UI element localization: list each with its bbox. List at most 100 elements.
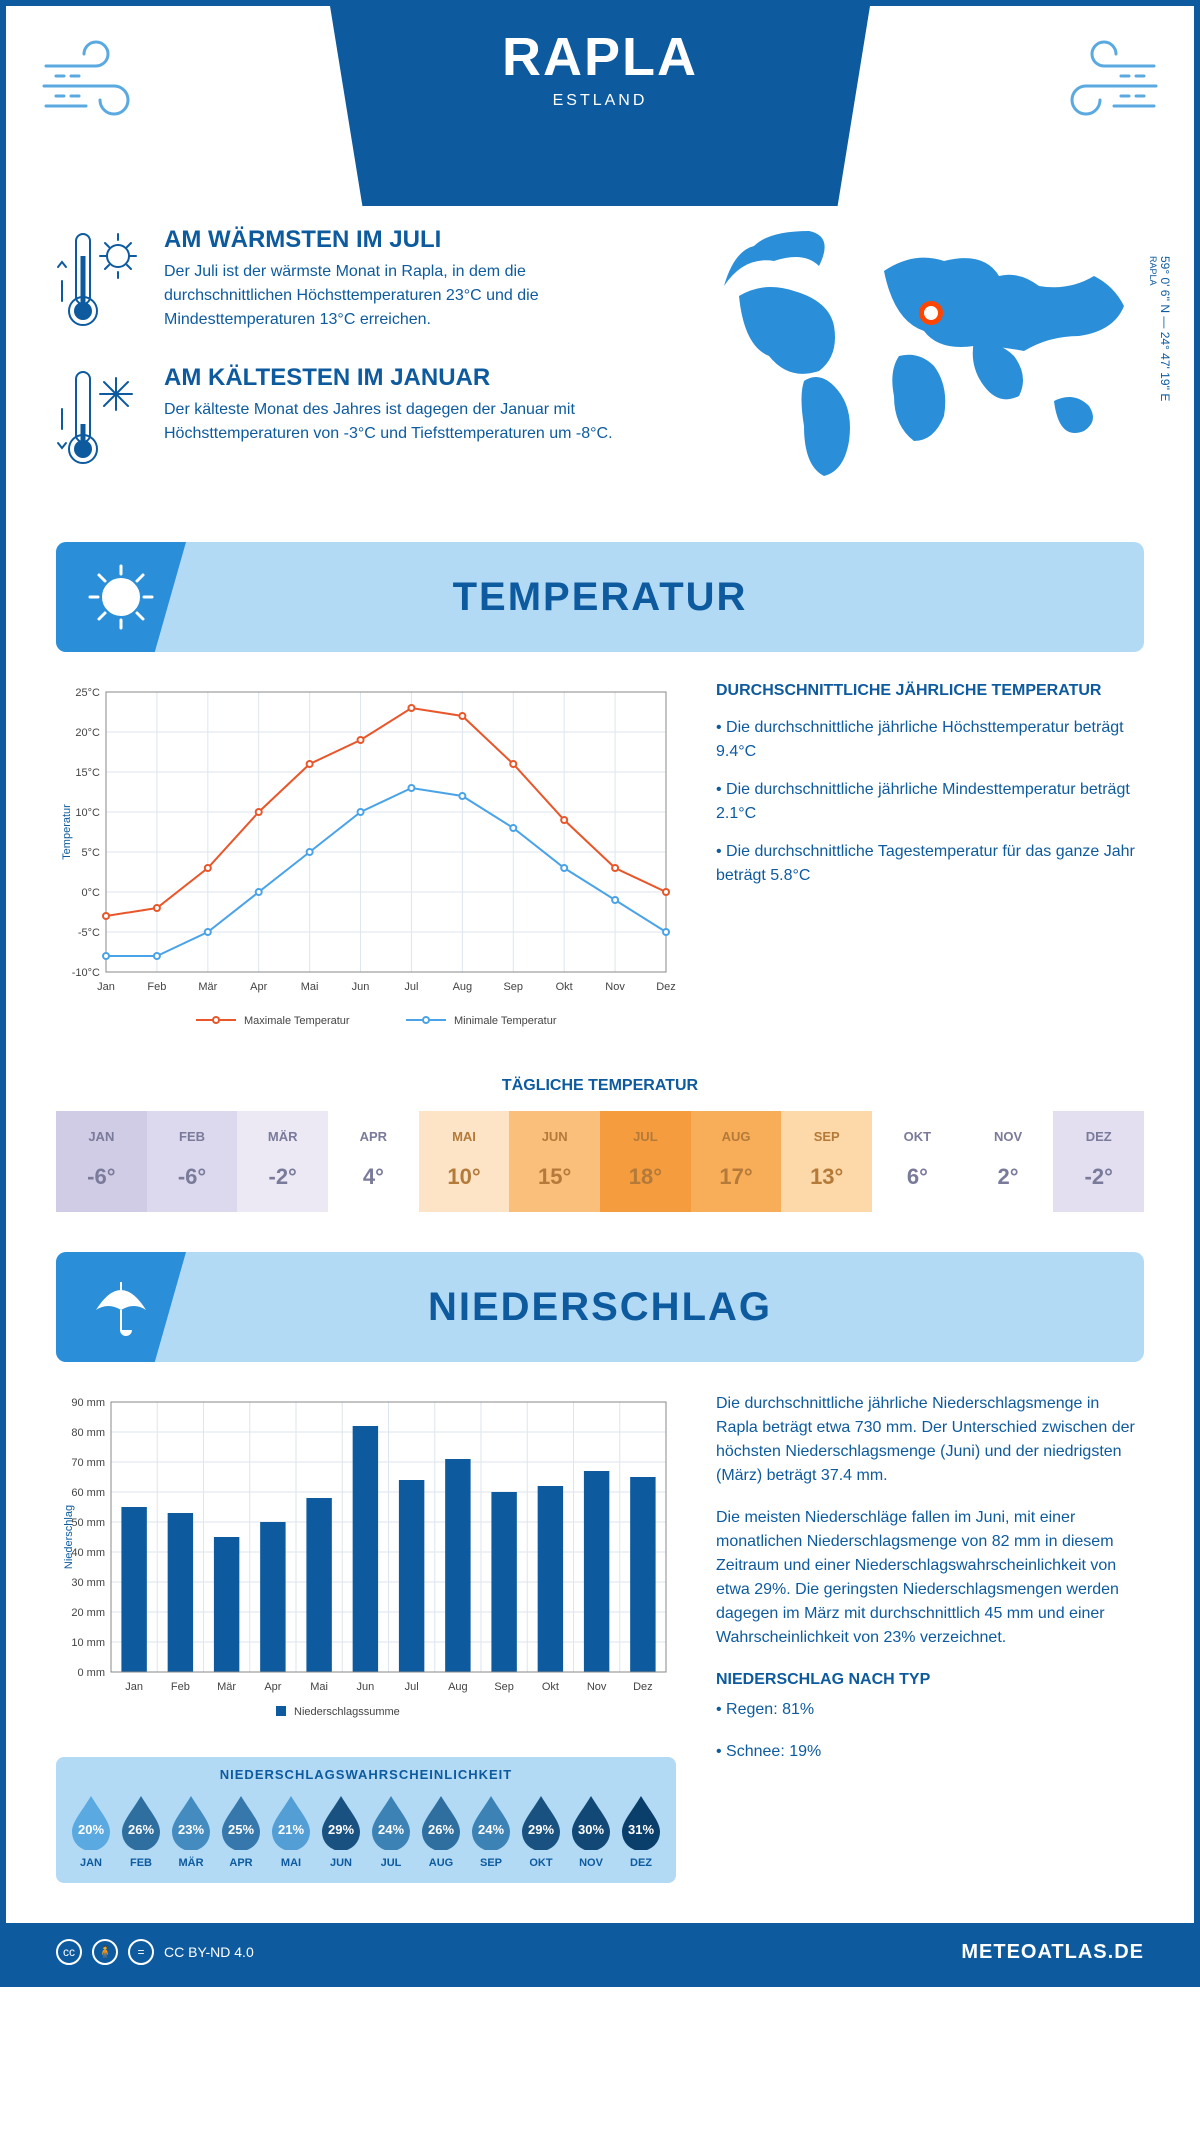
probability-drop: 26%AUG (418, 1792, 464, 1869)
world-map-area: 59° 0' 6'' N — 24° 47' 19'' E RAPLA (684, 226, 1144, 502)
wind-icon-left (36, 36, 156, 136)
probability-drop: 31%DEZ (618, 1792, 664, 1869)
footer: cc 🧍 = CC BY-ND 4.0 METEOATLAS.DE (6, 1923, 1194, 1981)
svg-text:Feb: Feb (171, 1681, 190, 1693)
svg-text:29%: 29% (328, 1822, 354, 1837)
precip-type-1: • Regen: 81% (716, 1698, 1144, 1722)
warmest-text: Der Juli ist der wärmste Monat in Rapla,… (164, 260, 644, 332)
svg-text:70 mm: 70 mm (71, 1457, 105, 1469)
svg-text:Aug: Aug (453, 981, 473, 993)
daily-temp-cell: DEZ-2° (1053, 1111, 1144, 1212)
nd-icon: = (128, 1939, 154, 1965)
warmest-block: AM WÄRMSTEN IM JULI Der Juli ist der wär… (56, 226, 644, 336)
svg-text:50 mm: 50 mm (71, 1517, 105, 1529)
city-title: RAPLA (370, 26, 830, 88)
precip-p2: Die meisten Niederschläge fallen im Juni… (716, 1506, 1144, 1650)
svg-text:Apr: Apr (264, 1681, 281, 1693)
probability-drop: 29%OKT (518, 1792, 564, 1869)
svg-text:Nov: Nov (587, 1681, 607, 1693)
svg-text:Apr: Apr (250, 981, 267, 993)
precip-type-title: NIEDERSCHLAG NACH TYP (716, 1668, 1144, 1692)
daily-temp-title: TÄGLICHE TEMPERATUR (56, 1077, 1144, 1095)
svg-text:29%: 29% (528, 1822, 554, 1837)
coldest-title: AM KÄLTESTEN IM JANUAR (164, 364, 644, 392)
svg-text:20°C: 20°C (75, 727, 100, 739)
thermometer-sun-icon (56, 226, 146, 336)
svg-text:Mai: Mai (301, 981, 319, 993)
svg-text:Okt: Okt (556, 981, 573, 993)
daily-temp-cell: JUN15° (509, 1111, 600, 1212)
svg-text:30%: 30% (578, 1822, 604, 1837)
precip-probability-box: NIEDERSCHLAGSWAHRSCHEINLICHKEIT 20%JAN26… (56, 1757, 676, 1883)
umbrella-icon (56, 1252, 186, 1362)
svg-text:Jul: Jul (404, 981, 418, 993)
daily-temp-cell: JAN-6° (56, 1111, 147, 1212)
temperature-body: -10°C-5°C0°C5°C10°C15°C20°C25°CJanFebMär… (6, 652, 1194, 1067)
temp-summary-title: DURCHSCHNITTLICHE JÄHRLICHE TEMPERATUR (716, 682, 1144, 700)
precip-section-header: NIEDERSCHLAG (56, 1252, 1144, 1362)
svg-text:Okt: Okt (542, 1681, 559, 1693)
license-area: cc 🧍 = CC BY-ND 4.0 (56, 1939, 254, 1965)
country-subtitle: ESTLAND (370, 92, 830, 110)
svg-text:24%: 24% (378, 1822, 404, 1837)
svg-text:Nov: Nov (605, 981, 625, 993)
world-map (684, 226, 1144, 486)
svg-text:0°C: 0°C (82, 887, 101, 899)
svg-text:Niederschlagssumme: Niederschlagssumme (294, 1706, 400, 1718)
daily-temperature: TÄGLICHE TEMPERATUR JAN-6°FEB-6°MÄR-2°AP… (6, 1067, 1194, 1252)
probability-drop: 21%MAI (268, 1792, 314, 1869)
svg-text:Jul: Jul (405, 1681, 419, 1693)
license-label: CC BY-ND 4.0 (164, 1944, 254, 1960)
probability-drop: 29%JUN (318, 1792, 364, 1869)
svg-text:80 mm: 80 mm (71, 1427, 105, 1439)
probability-drop: 26%FEB (118, 1792, 164, 1869)
daily-temp-cell: JUL18° (600, 1111, 691, 1212)
intro-section: AM WÄRMSTEN IM JULI Der Juli ist der wär… (6, 206, 1194, 542)
page-container: RAPLA ESTLAND (0, 0, 1200, 1987)
svg-text:Sep: Sep (494, 1681, 514, 1693)
daily-temp-cell: MÄR-2° (237, 1111, 328, 1212)
svg-text:25°C: 25°C (75, 687, 100, 699)
svg-text:10 mm: 10 mm (71, 1637, 105, 1649)
svg-text:31%: 31% (628, 1822, 654, 1837)
svg-text:Jun: Jun (352, 981, 370, 993)
svg-text:Mär: Mär (217, 1681, 236, 1693)
svg-text:Jan: Jan (97, 981, 115, 993)
svg-text:15°C: 15°C (75, 767, 100, 779)
svg-text:30 mm: 30 mm (71, 1577, 105, 1589)
svg-text:20 mm: 20 mm (71, 1607, 105, 1619)
daily-temp-cell: SEP13° (781, 1111, 872, 1212)
svg-text:-10°C: -10°C (72, 967, 100, 979)
svg-text:Sep: Sep (503, 981, 523, 993)
probability-drop: 23%MÄR (168, 1792, 214, 1869)
temperature-heading: TEMPERATUR (56, 575, 1144, 620)
svg-text:26%: 26% (128, 1822, 154, 1837)
svg-text:Maximale Temperatur: Maximale Temperatur (244, 1015, 350, 1027)
svg-text:23%: 23% (178, 1822, 204, 1837)
svg-text:21%: 21% (278, 1822, 304, 1837)
svg-text:0 mm: 0 mm (78, 1667, 106, 1679)
title-banner: RAPLA ESTLAND (330, 6, 870, 206)
svg-text:Feb: Feb (147, 981, 166, 993)
warmest-title: AM WÄRMSTEN IM JULI (164, 226, 644, 254)
temp-bullet-2: • Die durchschnittliche jährliche Mindes… (716, 778, 1144, 826)
coordinates: 59° 0' 6'' N — 24° 47' 19'' E RAPLA (1148, 256, 1172, 401)
by-icon: 🧍 (92, 1939, 118, 1965)
intro-text-column: AM WÄRMSTEN IM JULI Der Juli ist der wär… (56, 226, 644, 502)
daily-temp-cell: AUG17° (691, 1111, 782, 1212)
cc-icon: cc (56, 1939, 82, 1965)
svg-text:40 mm: 40 mm (71, 1547, 105, 1559)
probability-drop: 25%APR (218, 1792, 264, 1869)
precip-p1: Die durchschnittliche jährliche Niedersc… (716, 1392, 1144, 1488)
wind-icon-right (1044, 36, 1164, 136)
probability-drop: 30%NOV (568, 1792, 614, 1869)
header: RAPLA ESTLAND (6, 6, 1194, 206)
daily-temp-cell: NOV2° (963, 1111, 1054, 1212)
temperature-section-header: TEMPERATUR (56, 542, 1144, 652)
daily-temp-cell: APR4° (328, 1111, 419, 1212)
precip-body: 0 mm10 mm20 mm30 mm40 mm50 mm60 mm70 mm8… (6, 1362, 1194, 1903)
probability-drop: 24%JUL (368, 1792, 414, 1869)
svg-text:Minimale Temperatur: Minimale Temperatur (454, 1015, 557, 1027)
svg-text:Niederschlag: Niederschlag (63, 1505, 75, 1569)
sun-icon (56, 542, 186, 652)
